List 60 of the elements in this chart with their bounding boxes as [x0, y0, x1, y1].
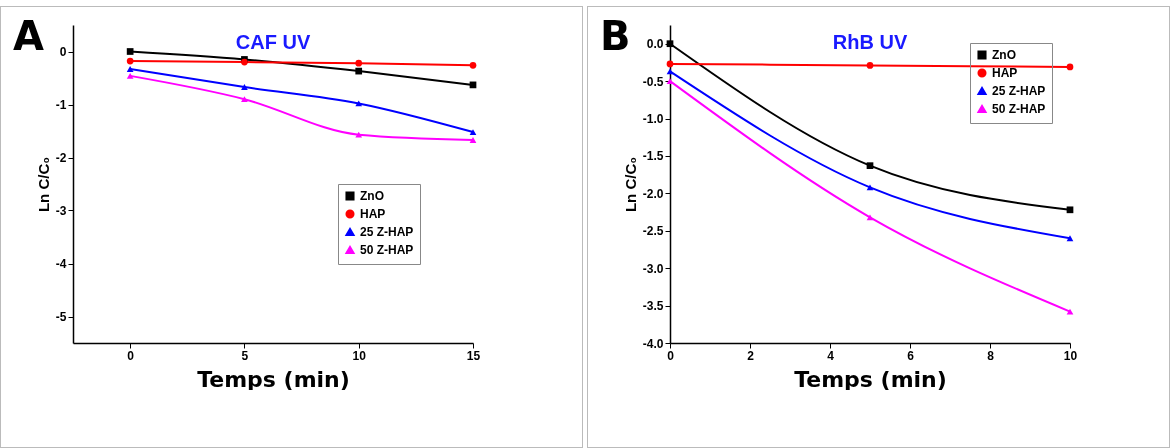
- y-axis-title: Ln C/C₀: [621, 156, 639, 213]
- point: [355, 59, 363, 67]
- point: [355, 131, 363, 138]
- y-tick-label: -1.0: [642, 112, 664, 127]
- legend-label: 50 Z-HAP: [360, 243, 414, 257]
- y-tick-label: -2.5: [642, 224, 664, 239]
- y-tick-label: -0.5: [642, 74, 664, 89]
- y-tick-label: -3.0: [642, 261, 664, 276]
- legend-label: ZnO: [360, 189, 384, 203]
- x-tick-label: 4: [827, 348, 835, 363]
- chart-title: CAF UV: [235, 31, 311, 53]
- y-tick-label: -3.5: [642, 299, 664, 314]
- chart-title: RhB UV: [832, 31, 908, 53]
- y-tick-label: -4.0: [642, 336, 664, 351]
- legend-label: 25 Z-HAP: [360, 225, 414, 239]
- point: [241, 96, 248, 103]
- legend-label: HAP: [360, 207, 386, 221]
- point: [1066, 235, 1074, 242]
- y-tick-label: -2: [55, 151, 67, 165]
- y-tick-label: 0: [59, 45, 67, 59]
- point: [126, 72, 134, 79]
- point: [241, 84, 248, 90]
- y-tick-label: -3: [55, 204, 67, 218]
- y-tick-label: 0.0: [646, 37, 664, 52]
- point: [126, 66, 134, 72]
- point: [866, 62, 874, 69]
- legend-label: HAP: [992, 66, 1018, 80]
- legend-label: ZnO: [992, 48, 1016, 62]
- point: [355, 67, 363, 75]
- point: [1066, 206, 1074, 214]
- y-tick-label: -2.0: [642, 186, 664, 201]
- point: [469, 137, 477, 143]
- y-tick-label: -4: [55, 257, 67, 271]
- point: [866, 162, 874, 170]
- point: [469, 61, 477, 69]
- y-tick-label: -5: [55, 310, 67, 324]
- legend-label: 25 Z-HAP: [992, 84, 1046, 98]
- text: B: [600, 13, 631, 59]
- x-tick-label: 6: [907, 348, 915, 363]
- x-tick-label: 0: [127, 348, 135, 363]
- point: [469, 129, 477, 135]
- legend-label: 50 Z-HAP: [992, 102, 1046, 116]
- y-tick-label: -1.5: [642, 149, 664, 164]
- x-tick-label: 15: [466, 348, 481, 363]
- text: A: [13, 13, 44, 59]
- x-tick-label: 2: [747, 348, 755, 363]
- x-tick-label: 10: [1063, 348, 1078, 363]
- y-tick-label: -1: [55, 98, 67, 112]
- x-tick-label: 5: [241, 348, 249, 363]
- point: [126, 48, 134, 55]
- point: [1066, 63, 1074, 71]
- y-axis-title: Ln C/C₀: [34, 156, 52, 213]
- point: [126, 57, 134, 65]
- point: [866, 214, 874, 221]
- point: [866, 184, 874, 191]
- x-tick-label: 0: [667, 348, 675, 363]
- x-tick-label: 8: [987, 348, 995, 363]
- point: [666, 60, 674, 68]
- x-tick-label: 10: [352, 348, 367, 363]
- point: [666, 68, 674, 75]
